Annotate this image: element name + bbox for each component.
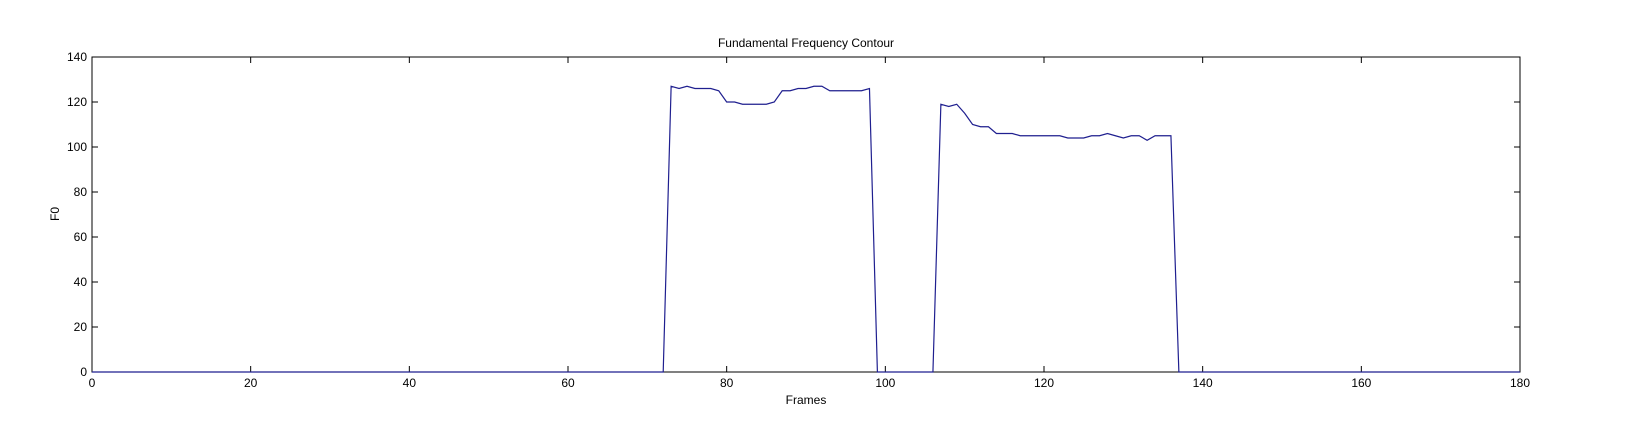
y-tick-label: 80 <box>74 185 88 199</box>
x-tick-label: 140 <box>1193 376 1213 390</box>
x-tick-label: 100 <box>875 376 895 390</box>
x-tick-label: 160 <box>1351 376 1371 390</box>
x-tick-label: 180 <box>1510 376 1530 390</box>
f0-series-line <box>92 85 1520 373</box>
y-tick-label: 60 <box>74 230 88 244</box>
y-tick-label: 100 <box>67 140 87 154</box>
chart-title: Fundamental Frequency Contour <box>718 36 894 50</box>
x-tick-label: 20 <box>244 376 258 390</box>
y-tick-label: 20 <box>74 320 88 334</box>
x-tick-label: 0 <box>89 376 96 390</box>
axis-tick-labels: 0 20 40 60 80 100 120 140 160 180 0 20 40 60 80 100 120 1… <box>67 50 1530 390</box>
x-tick-label: 60 <box>561 376 575 390</box>
y-tick-label: 140 <box>67 50 87 64</box>
x-tick-label: 80 <box>720 376 734 390</box>
y-tick-label: 0 <box>80 365 87 379</box>
y-axis-label: F0 <box>48 207 62 221</box>
x-axis-label: Frames <box>786 393 827 407</box>
x-tick-label: 120 <box>1034 376 1054 390</box>
plot-area <box>91 56 1521 373</box>
x-tick-label: 40 <box>403 376 417 390</box>
y-tick-label: 40 <box>74 275 88 289</box>
y-tick-label: 120 <box>67 95 87 109</box>
